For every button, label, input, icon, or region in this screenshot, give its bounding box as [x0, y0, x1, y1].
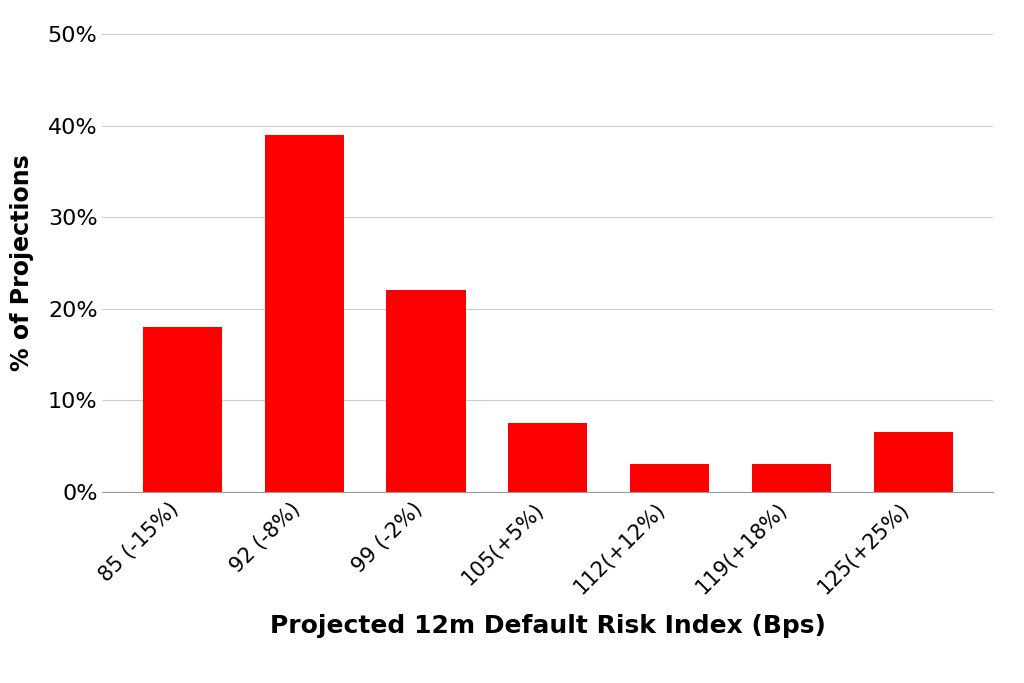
X-axis label: Projected 12m Default Risk Index (Bps): Projected 12m Default Risk Index (Bps): [270, 614, 825, 639]
Bar: [508, 423, 588, 492]
Bar: [386, 290, 466, 492]
Bar: [630, 464, 710, 492]
Bar: [752, 464, 831, 492]
Bar: [264, 135, 344, 492]
Y-axis label: % of Projections: % of Projections: [10, 154, 34, 372]
Bar: [873, 432, 952, 492]
Bar: [143, 327, 222, 492]
